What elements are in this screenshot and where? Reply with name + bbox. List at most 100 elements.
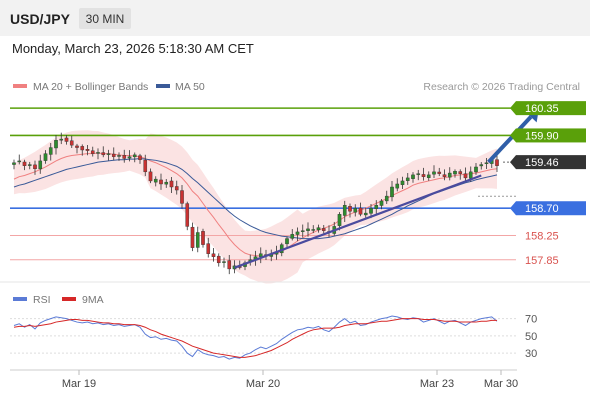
level-badge-pointer xyxy=(510,201,516,216)
candle-body xyxy=(169,180,174,188)
candle-body xyxy=(447,172,452,178)
rsi-tick-70: 70 xyxy=(525,314,537,326)
candle-body xyxy=(395,183,400,189)
candle-body xyxy=(190,226,195,248)
candle-body xyxy=(400,180,405,185)
projection-arrow-shaft xyxy=(487,115,533,164)
candle-body xyxy=(458,171,463,174)
candle-body xyxy=(180,190,184,204)
time-tick-label: Mar 20 xyxy=(246,378,280,390)
level-label-157-85: 157.85 xyxy=(525,255,559,267)
candle-body xyxy=(96,152,100,154)
level-badge-pointer xyxy=(510,155,516,170)
candle-body xyxy=(316,227,321,231)
candle-body xyxy=(211,253,216,257)
credit-label: Research © 2026 Trading Central xyxy=(423,81,580,93)
rsi-series-9ma xyxy=(13,318,497,358)
candle-body xyxy=(54,140,58,149)
candle-body xyxy=(306,228,310,231)
candle-body xyxy=(432,171,436,175)
level-badge-159-46 xyxy=(516,155,586,170)
candle-body xyxy=(222,261,226,263)
candle-body xyxy=(442,174,447,177)
candle-body xyxy=(426,174,431,178)
candle-body xyxy=(164,181,169,185)
candle-body xyxy=(468,171,473,179)
candle-body xyxy=(437,171,442,174)
candle-body xyxy=(12,162,16,165)
candle-body xyxy=(85,149,90,151)
candle-body xyxy=(206,243,211,254)
rsi-legend-label: RSI xyxy=(33,294,51,306)
candle-body xyxy=(216,255,221,264)
candle-body xyxy=(405,177,410,181)
candle-body xyxy=(201,231,205,245)
candle-body xyxy=(27,164,32,166)
ma50-legend-label: MA 50 xyxy=(175,81,205,93)
candle-body xyxy=(33,164,37,170)
candle-body xyxy=(495,159,499,166)
level-badge-pointer xyxy=(510,101,516,116)
candle-body xyxy=(22,161,27,166)
candle-body xyxy=(75,145,79,148)
candle-body xyxy=(227,260,232,270)
candle-body xyxy=(117,155,121,157)
ma50-line xyxy=(13,157,498,240)
rsi-panel: 70 50 30 xyxy=(10,314,537,360)
candle-body xyxy=(369,208,373,214)
candle-body xyxy=(111,153,116,157)
candle-body xyxy=(17,160,22,163)
level-label-158-70: 158.70 xyxy=(525,203,559,215)
candle-body xyxy=(342,204,347,216)
candle-body xyxy=(80,146,85,151)
candle-body xyxy=(159,179,163,185)
candle-body xyxy=(474,166,478,173)
candle-body xyxy=(195,232,200,248)
timeframe-selector[interactable] xyxy=(79,8,131,29)
candle-body xyxy=(374,204,379,209)
candle-body xyxy=(358,207,363,215)
candle-body xyxy=(463,173,468,179)
candle-body xyxy=(390,186,394,198)
candle-body xyxy=(148,171,153,182)
candle-body xyxy=(411,174,415,179)
candle-body xyxy=(484,162,489,164)
candle-body xyxy=(290,234,295,239)
candle-body xyxy=(153,178,158,183)
candle-body xyxy=(138,155,142,160)
candle-body xyxy=(127,156,132,159)
bollinger-band xyxy=(14,130,497,284)
candle-body xyxy=(363,212,368,216)
candle-body xyxy=(337,214,342,226)
candle-body xyxy=(285,238,289,245)
level-badge-158-70 xyxy=(516,201,586,216)
candle-body xyxy=(421,174,426,177)
candle-body xyxy=(59,138,64,141)
candle-body xyxy=(48,147,53,155)
candle-body xyxy=(321,228,326,231)
time-axis: Mar 19 Mar 20 Mar 23 Mar 30 xyxy=(62,370,518,390)
price-levels xyxy=(10,107,516,261)
level-label-159-46: 159.46 xyxy=(525,157,559,169)
candle-body xyxy=(143,159,148,173)
support-trendline xyxy=(234,174,482,269)
level-label-158-25: 158.25 xyxy=(525,231,559,243)
level-badge-pointer xyxy=(510,128,516,143)
time-tick-label: Mar 19 xyxy=(62,378,96,390)
candle-body xyxy=(69,140,74,146)
candle-body xyxy=(300,230,305,232)
datetime-label: Monday, March 23, 2026 5:18:30 AM CET xyxy=(12,41,254,56)
candle-body xyxy=(311,229,316,231)
bollinger-fill xyxy=(14,130,497,284)
candle-body xyxy=(43,153,48,161)
candle-body xyxy=(122,155,127,159)
candle-body xyxy=(379,200,384,206)
bollinger-legend-label: MA 20 + Bollinger Bands xyxy=(33,81,148,93)
candle-body xyxy=(384,195,389,202)
candle-body xyxy=(38,160,43,170)
price-level-labels: 160.35 159.90 159.46 158.70 158.25 157.85 xyxy=(510,101,586,267)
candle-body xyxy=(64,137,69,142)
candle-body xyxy=(185,203,190,227)
candle-body xyxy=(101,152,106,156)
